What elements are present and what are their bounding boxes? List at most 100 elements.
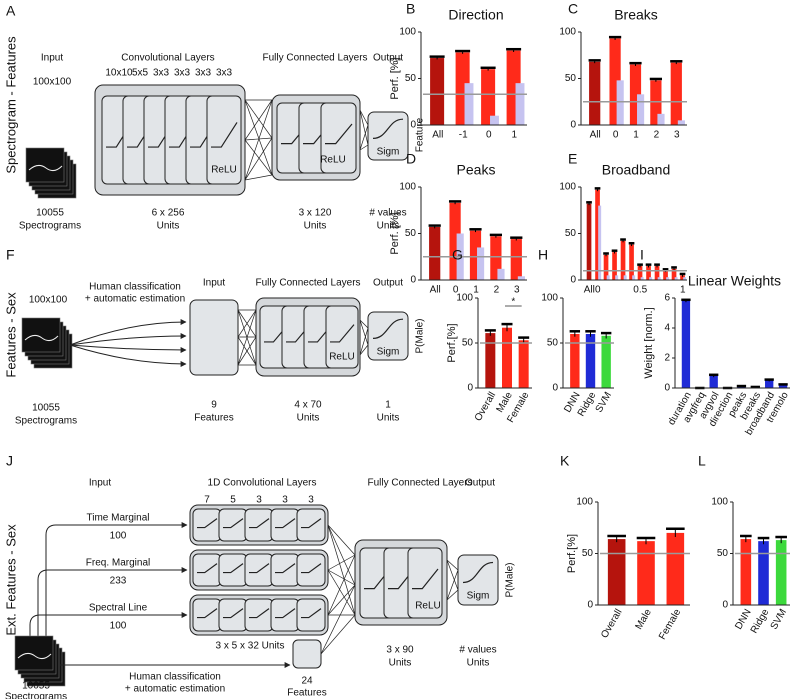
bar xyxy=(740,539,752,605)
annotation: * xyxy=(511,297,515,308)
label: 6 x 256 xyxy=(152,208,185,219)
label: 233 xyxy=(110,576,127,587)
label: Sigm xyxy=(467,591,490,602)
label: ReLU xyxy=(211,165,237,176)
bar xyxy=(637,266,643,280)
spectrogram-trace xyxy=(24,334,59,342)
label: 3 x 90 xyxy=(386,645,414,656)
bar xyxy=(615,275,619,280)
bar xyxy=(497,268,505,280)
y-tick-label: 50 xyxy=(582,548,594,559)
bar xyxy=(490,115,499,125)
y-tick-label: 0 xyxy=(570,275,576,286)
label: # values xyxy=(369,208,406,219)
bar xyxy=(570,334,580,388)
kernel-size: 3x3 xyxy=(195,68,212,79)
bar xyxy=(517,276,525,280)
y-tick-label: 6 xyxy=(664,293,670,304)
bar xyxy=(629,64,642,125)
bar xyxy=(683,277,687,280)
label: Output xyxy=(373,278,403,289)
bar xyxy=(589,61,601,125)
bar xyxy=(677,120,685,125)
label: Units xyxy=(304,221,327,232)
x-tick-label: All xyxy=(432,130,443,141)
activation-icon xyxy=(330,324,355,343)
y-tick-label: 50 xyxy=(405,73,417,84)
connection xyxy=(359,144,369,151)
y-tick-label: 100 xyxy=(399,182,416,193)
label: ReLU xyxy=(329,352,355,363)
arrow xyxy=(45,522,188,638)
x-tick-label: 0 xyxy=(613,130,619,141)
bar xyxy=(637,94,645,125)
layer xyxy=(192,553,222,587)
spectrogram xyxy=(21,317,61,353)
bar xyxy=(709,376,718,388)
bar xyxy=(632,275,636,280)
x-tick-label: Overall xyxy=(473,390,498,423)
label: 100x100 xyxy=(29,295,68,306)
y-tick-label: 0 xyxy=(552,383,558,394)
x-tick-label: 3 xyxy=(514,285,520,296)
connection xyxy=(327,524,356,616)
bar xyxy=(502,327,512,388)
y-tick-label: 4 xyxy=(664,323,670,334)
label: 10055 xyxy=(22,681,50,692)
x-tick-label: Female xyxy=(657,607,683,642)
connection xyxy=(320,584,356,655)
panel-letter: I xyxy=(640,247,644,263)
y-tick-label: 0 xyxy=(410,275,416,286)
activation-icon xyxy=(301,608,322,619)
bar xyxy=(775,540,787,605)
x-tick-label: 2 xyxy=(494,285,500,296)
bar xyxy=(778,385,788,388)
connection xyxy=(237,336,257,366)
layer xyxy=(192,598,222,632)
label: Feature xyxy=(415,117,426,152)
panel-letter: F xyxy=(6,247,15,263)
bar xyxy=(640,277,644,280)
x-tick-label: 0 xyxy=(453,285,459,296)
activation-icon xyxy=(275,518,296,529)
bar xyxy=(586,203,592,280)
chart-title: Broadband xyxy=(602,162,671,178)
label: Input xyxy=(89,478,111,489)
layer xyxy=(270,598,300,632)
kernel-size: 3 xyxy=(256,495,262,506)
panel-letter: L xyxy=(698,453,706,469)
label: Spectrograms xyxy=(5,692,67,699)
label: Convolutional Layers xyxy=(121,53,214,64)
activation-icon xyxy=(275,608,296,619)
kernel-size: 3x3 xyxy=(174,68,191,79)
activation-icon xyxy=(301,518,322,529)
bar xyxy=(485,333,496,388)
label: Spectrograms xyxy=(19,221,81,232)
y-axis-label: Perf.[%] xyxy=(446,323,458,362)
label: + automatic estimation xyxy=(125,684,225,695)
connection xyxy=(359,319,369,329)
y-axis-label: Perf. [%] xyxy=(389,212,401,254)
x-tick-label: 1 xyxy=(473,285,479,296)
x-tick-label: Overall xyxy=(599,607,624,640)
activation-icon xyxy=(223,518,244,529)
label: 4 x 70 xyxy=(294,400,322,411)
label: 100 xyxy=(110,621,127,632)
connection xyxy=(237,309,257,366)
bar xyxy=(681,301,691,388)
bar xyxy=(595,189,600,280)
bar xyxy=(477,247,485,280)
x-tick-label: 1 xyxy=(511,130,517,141)
label: Input xyxy=(41,53,63,64)
panel-letter: K xyxy=(560,453,570,469)
label: Sigm xyxy=(377,347,400,358)
y-tick-label: 100 xyxy=(576,497,593,508)
label: Output xyxy=(465,478,495,489)
y-tick-label: 50 xyxy=(717,548,729,559)
layer xyxy=(218,508,248,542)
x-tick-label: SVM xyxy=(769,607,789,631)
bar xyxy=(429,226,441,280)
x-tick-label: 1 xyxy=(680,285,686,296)
label: Units xyxy=(467,658,490,669)
layer xyxy=(296,508,326,542)
